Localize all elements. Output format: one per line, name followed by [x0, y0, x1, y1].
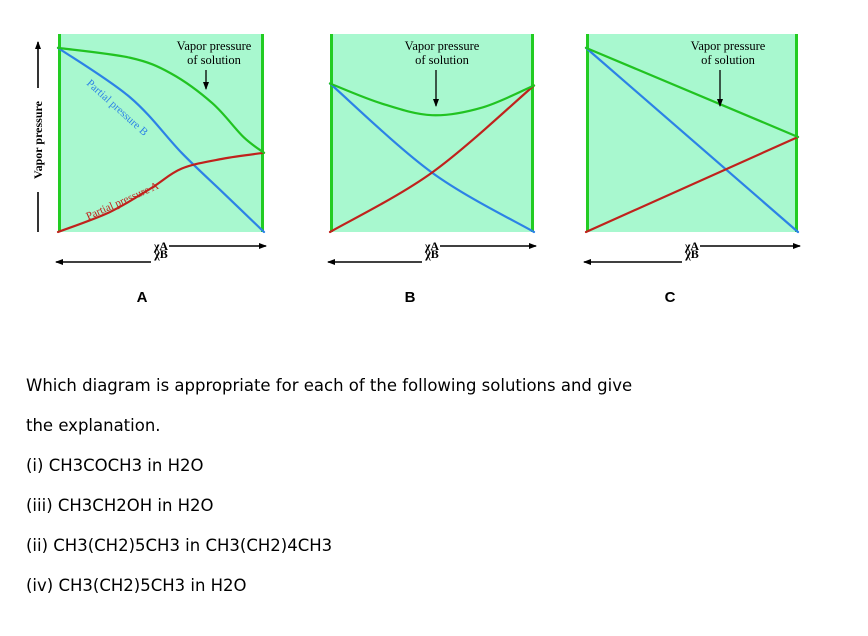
series-line-partial-pressure-b: [56, 46, 266, 234]
question-text-line-1: Which diagram is appropriate for each of…: [26, 376, 633, 395]
series-line-partial-pressure-a: [56, 151, 266, 234]
vapor-pressure-diagrams: Vapor pressure Partial pressure BPartial…: [30, 34, 801, 306]
annotation-label-line-1: Vapor pressure: [405, 39, 480, 53]
annotation-label-line-1: Vapor pressure: [177, 39, 252, 53]
chi-a-label: χA: [684, 239, 700, 253]
series-line-partial-pressure-a: [584, 135, 800, 234]
chi-b-label: χB: [153, 247, 168, 261]
question-text-line-2: the explanation.: [26, 416, 161, 435]
annotation-label-line-1: Vapor pressure: [691, 39, 766, 53]
series-line-vapor-pressure-of-solution: [328, 82, 536, 117]
y-axis-label: Vapor pressure: [31, 100, 45, 179]
question-item-1: (i) CH3COCH3 in H2O: [26, 456, 204, 475]
question-item-3: (ii) CH3(CH2)5CH3 in CH3(CH2)4CH3: [26, 536, 333, 555]
panel-label: A: [137, 289, 148, 306]
y-axis: Vapor pressure: [30, 41, 46, 232]
series-line-partial-pressure-b: [584, 46, 800, 234]
question-item-4: (iv) CH3(CH2)5CH3 in H2O: [26, 576, 247, 595]
question-item-2: (iii) CH3CH2OH in H2O: [26, 496, 214, 515]
panel-label: C: [665, 289, 676, 306]
chi-a-label: χA: [153, 239, 169, 253]
series-line-partial-pressure-a: [328, 84, 536, 234]
annotation-label-line-2: of solution: [415, 53, 470, 67]
panel-label: B: [405, 289, 416, 306]
chi-b-label: χB: [684, 247, 699, 261]
chi-a-label: χA: [424, 239, 440, 253]
panel-background: [586, 34, 798, 232]
series-line-vapor-pressure-of-solution: [56, 46, 266, 154]
question-block: Which diagram is appropriate for each of…: [26, 370, 726, 610]
series-line-vapor-pressure-of-solution: [584, 46, 800, 139]
annotation-label-line-2: of solution: [701, 53, 756, 67]
annotation-label-line-2: of solution: [187, 53, 242, 67]
chi-b-label: χB: [424, 247, 439, 261]
panel-background: [330, 34, 534, 232]
